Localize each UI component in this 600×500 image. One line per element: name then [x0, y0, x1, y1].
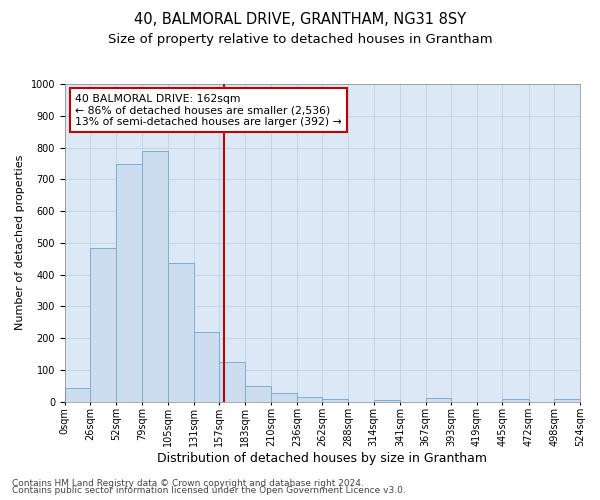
- Bar: [374, 400, 400, 402]
- Bar: [65, 388, 91, 402]
- Bar: [502, 399, 529, 402]
- Bar: [322, 399, 348, 402]
- Bar: [271, 392, 297, 402]
- Text: Contains HM Land Registry data © Crown copyright and database right 2024.: Contains HM Land Registry data © Crown c…: [12, 478, 364, 488]
- Text: 40 BALMORAL DRIVE: 162sqm
← 86% of detached houses are smaller (2,536)
13% of se: 40 BALMORAL DRIVE: 162sqm ← 86% of detac…: [75, 94, 342, 126]
- Bar: [168, 264, 194, 402]
- Bar: [297, 398, 322, 402]
- Text: Contains public sector information licensed under the Open Government Licence v3: Contains public sector information licen…: [12, 486, 406, 495]
- Y-axis label: Number of detached properties: Number of detached properties: [15, 155, 25, 330]
- Bar: [219, 362, 245, 402]
- Bar: [554, 399, 580, 402]
- Bar: [425, 398, 451, 402]
- Text: Size of property relative to detached houses in Grantham: Size of property relative to detached ho…: [107, 32, 493, 46]
- X-axis label: Distribution of detached houses by size in Grantham: Distribution of detached houses by size …: [157, 452, 487, 465]
- Bar: [91, 248, 116, 402]
- Bar: [245, 386, 271, 402]
- Bar: [142, 150, 168, 402]
- Bar: [116, 164, 142, 402]
- Bar: [194, 332, 219, 402]
- Text: 40, BALMORAL DRIVE, GRANTHAM, NG31 8SY: 40, BALMORAL DRIVE, GRANTHAM, NG31 8SY: [134, 12, 466, 28]
